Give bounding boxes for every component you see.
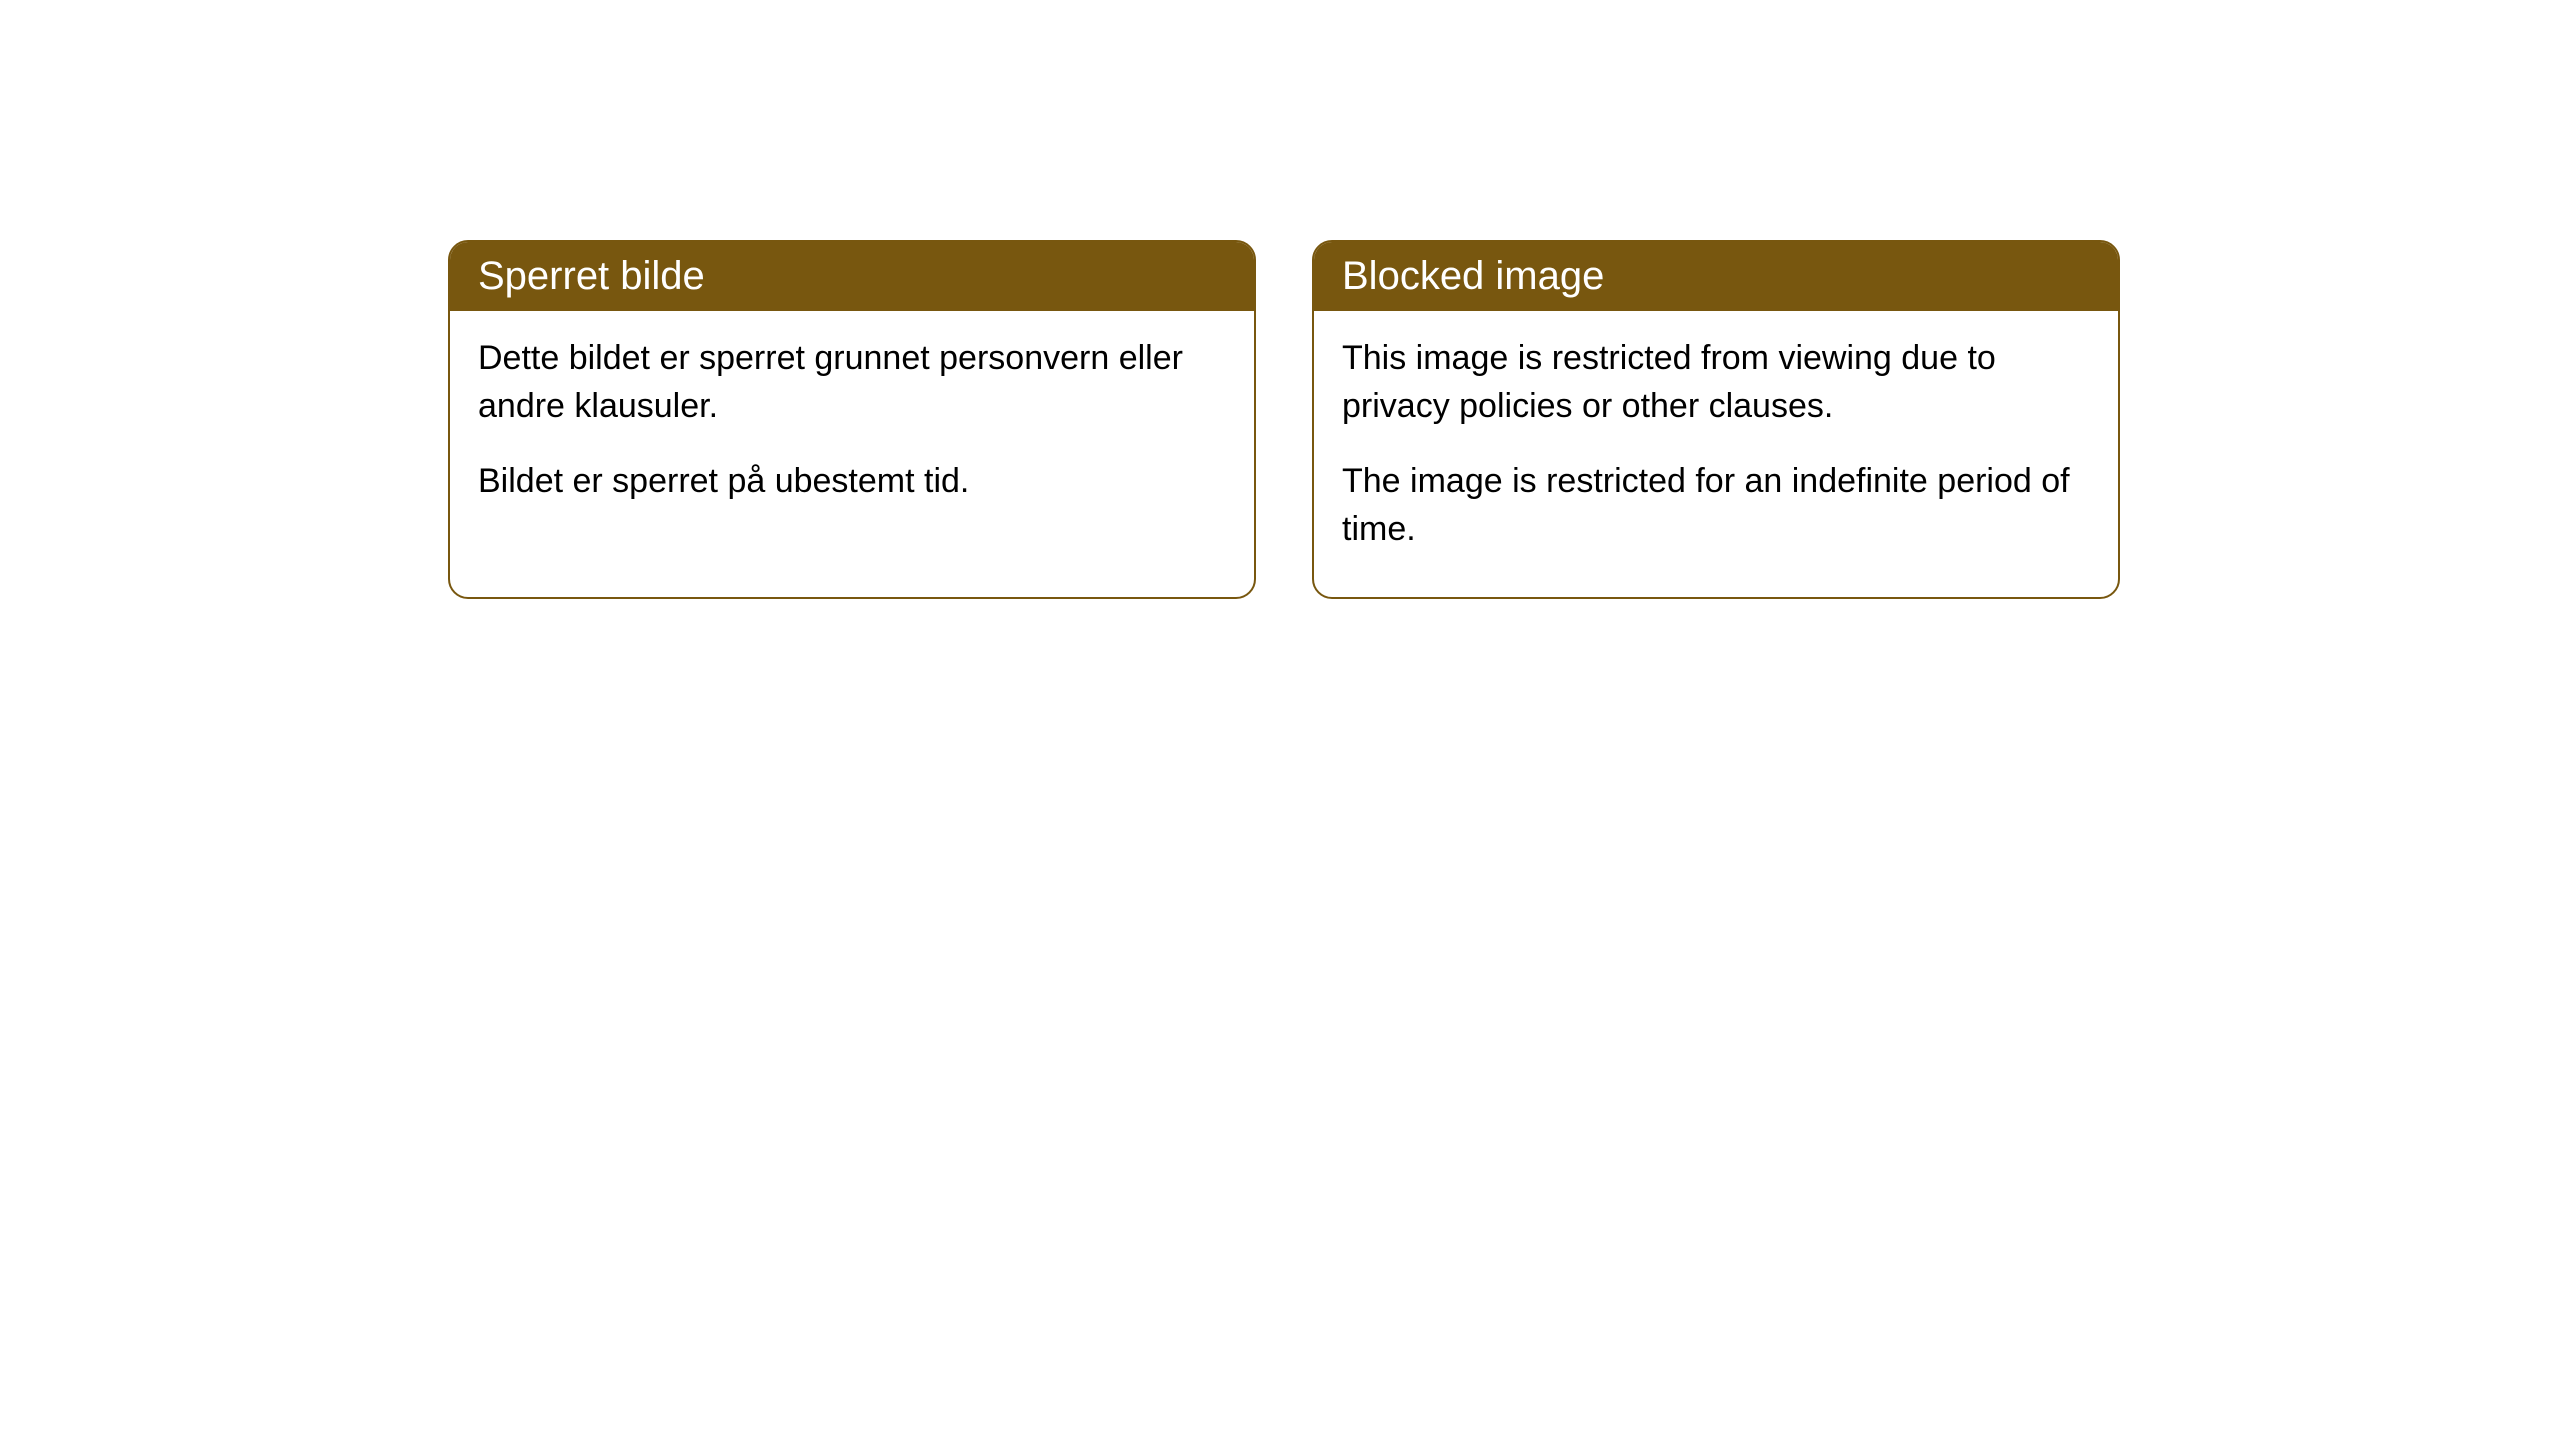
card-body: Dette bildet er sperret grunnet personve… [450,311,1254,550]
card-paragraph: The image is restricted for an indefinit… [1342,458,2090,553]
card-body: This image is restricted from viewing du… [1314,311,2118,597]
card-header: Sperret bilde [450,242,1254,311]
card-paragraph: Dette bildet er sperret grunnet personve… [478,335,1226,430]
card-paragraph: This image is restricted from viewing du… [1342,335,2090,430]
card-title: Sperret bilde [478,254,705,298]
card-title: Blocked image [1342,254,1604,298]
notice-card-norwegian: Sperret bilde Dette bildet er sperret gr… [448,240,1256,599]
notice-card-english: Blocked image This image is restricted f… [1312,240,2120,599]
notice-cards-container: Sperret bilde Dette bildet er sperret gr… [448,240,2120,599]
card-header: Blocked image [1314,242,2118,311]
card-paragraph: Bildet er sperret på ubestemt tid. [478,458,1226,506]
